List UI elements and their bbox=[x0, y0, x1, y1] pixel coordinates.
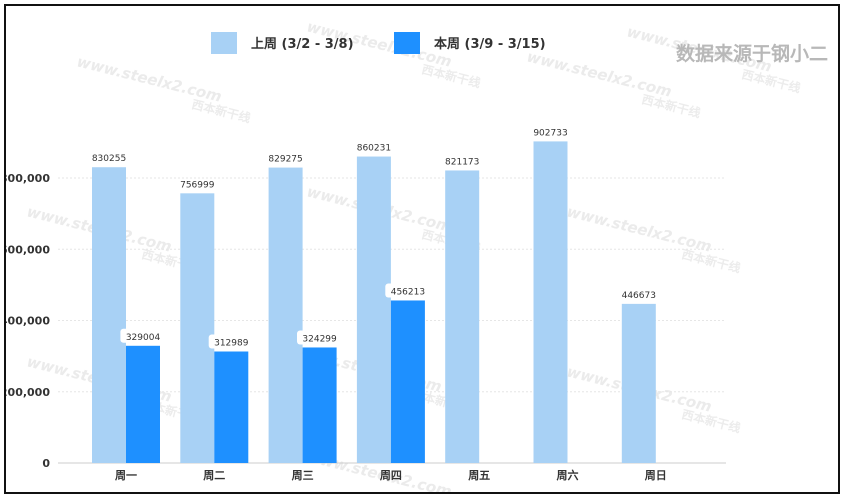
watermark-logo: 西本新干线 bbox=[640, 91, 702, 120]
x-tick-label: 周五 bbox=[468, 469, 490, 482]
watermark-url: www.steelx2.com bbox=[525, 47, 673, 100]
watermark-logo: 西本新干线 bbox=[740, 66, 802, 95]
x-axis: 周一 周二 周三 周四 周五 周六 周日 bbox=[115, 468, 667, 482]
bar-last-week[interactable] bbox=[356, 156, 391, 463]
legend[interactable]: 上周 (3/2 - 3/8) 本周 (3/9 - 3/15) bbox=[211, 32, 546, 54]
watermark-url: www.steelx2.com bbox=[565, 202, 713, 255]
data-label: 756999 bbox=[180, 180, 215, 190]
data-label-bg bbox=[297, 330, 343, 345]
bar-this-week[interactable] bbox=[302, 347, 337, 463]
bar-this-week[interactable] bbox=[214, 351, 249, 463]
watermark-logo: 西本新干线 bbox=[190, 96, 252, 125]
bar-this-week[interactable] bbox=[390, 300, 425, 463]
y-axis: 0 200,000 400,000 600,000 800,000 bbox=[6, 172, 50, 470]
x-tick-label: 周六 bbox=[557, 468, 579, 482]
y-tick-label: 600,000 bbox=[6, 243, 50, 256]
data-label: 902733 bbox=[533, 128, 567, 138]
legend-swatch-last-week[interactable] bbox=[211, 32, 237, 54]
bar-last-week[interactable] bbox=[92, 167, 126, 463]
x-tick-label: 周日 bbox=[645, 469, 667, 482]
legend-label-this-week[interactable]: 本周 (3/9 - 3/15) bbox=[434, 36, 546, 52]
data-labels-layer: 830255 329004 756999 312989 829275 324299 8602… bbox=[92, 128, 656, 349]
watermark-logo: 西本新干线 bbox=[680, 246, 742, 275]
bar-chart: www.steelx2.com西本新干线www.steelx2.com西本新干线… bbox=[6, 17, 828, 492]
x-tick-label: 周三 bbox=[292, 469, 314, 482]
bar-last-week[interactable] bbox=[268, 167, 303, 463]
data-label: 821173 bbox=[445, 157, 479, 167]
watermark-logo: 西本新干线 bbox=[680, 406, 742, 435]
bar-last-week[interactable] bbox=[445, 170, 480, 463]
x-tick-label: 周一 bbox=[115, 469, 137, 482]
y-tick-label: 800,000 bbox=[6, 172, 50, 185]
bar-last-week[interactable] bbox=[180, 193, 215, 464]
legend-swatch-this-week[interactable] bbox=[394, 32, 420, 54]
data-label: 329004 bbox=[126, 333, 161, 343]
data-label-bg bbox=[120, 328, 166, 343]
data-label-bg bbox=[208, 334, 254, 349]
chart-frame: www.steelx2.com 西本新干线 www.steelx2.com 西本新干线… bbox=[4, 4, 840, 494]
data-label: 324299 bbox=[302, 334, 337, 344]
watermark-logo: 西本新干线 bbox=[420, 61, 482, 90]
data-label: 829275 bbox=[268, 155, 302, 165]
bars-layer bbox=[92, 141, 656, 464]
data-label: 312989 bbox=[214, 338, 249, 348]
bar-this-week[interactable] bbox=[126, 345, 160, 463]
y-tick-label: 200,000 bbox=[6, 386, 50, 399]
data-label: 456213 bbox=[391, 287, 425, 297]
data-label: 860231 bbox=[357, 144, 391, 154]
bar-last-week[interactable] bbox=[533, 141, 568, 463]
data-label: 446673 bbox=[622, 291, 656, 301]
y-tick-label: 0 bbox=[42, 457, 50, 470]
legend-label-last-week[interactable]: 上周 (3/2 - 3/8) bbox=[251, 37, 354, 52]
data-label-bg bbox=[385, 283, 431, 298]
bar-last-week[interactable] bbox=[621, 303, 656, 463]
watermark-url: www.steelx2.com bbox=[75, 52, 223, 105]
y-tick-label: 400,000 bbox=[6, 315, 50, 328]
x-tick-label: 周四 bbox=[380, 469, 402, 482]
data-label: 830255 bbox=[92, 154, 126, 164]
source-note: 数据来源于钢小二 bbox=[676, 42, 828, 65]
x-tick-label: 周二 bbox=[203, 469, 225, 482]
